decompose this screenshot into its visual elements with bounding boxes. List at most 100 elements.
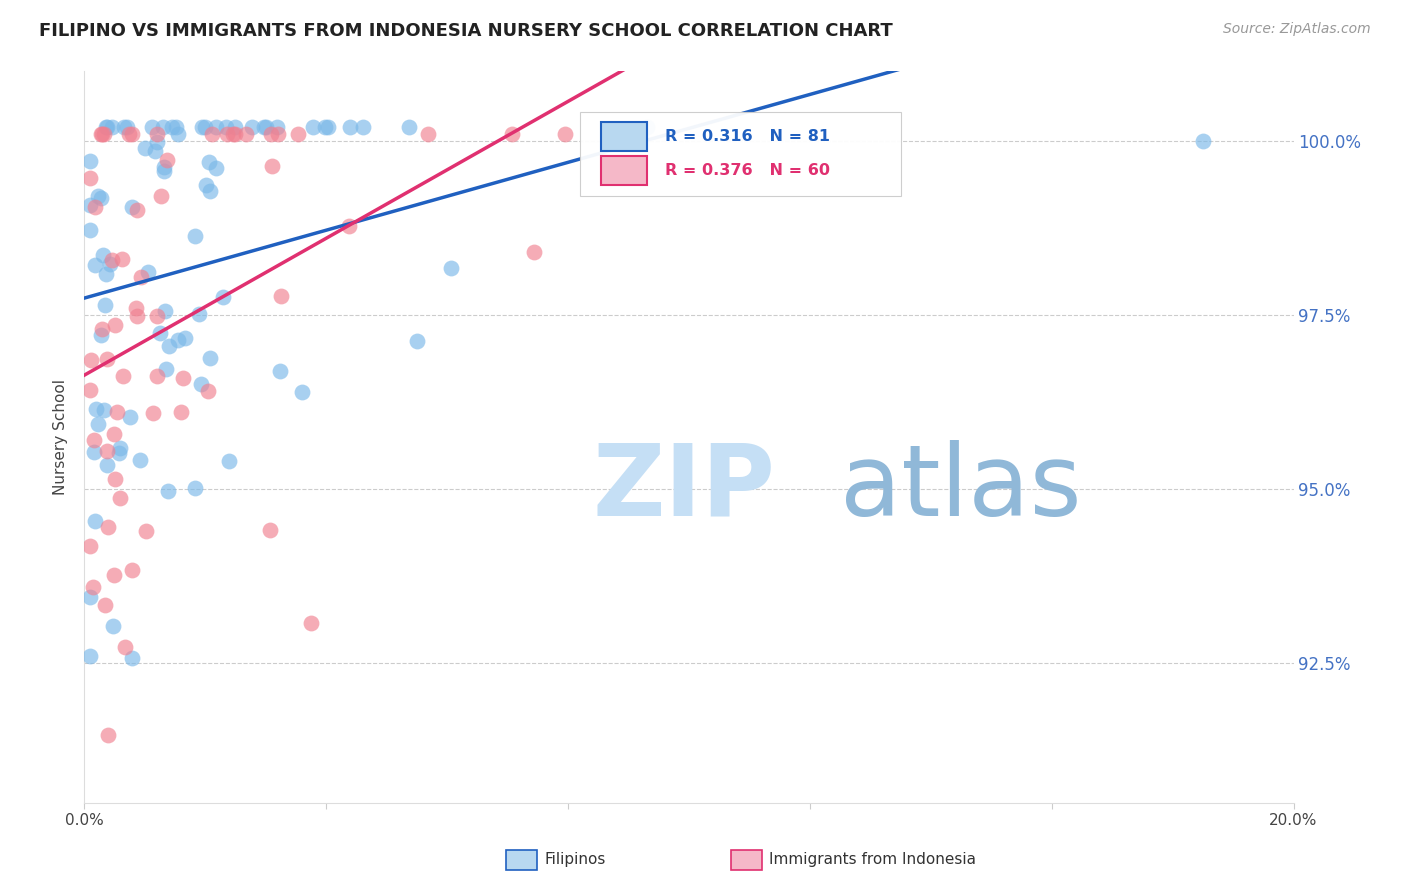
Point	[146, 127, 169, 141]
Point	[98, 258, 121, 272]
Point	[91, 127, 114, 141]
Point	[267, 127, 290, 141]
Point	[153, 160, 176, 174]
Point	[194, 178, 217, 193]
Point	[194, 120, 217, 134]
Point	[79, 590, 101, 604]
Point	[205, 120, 228, 134]
Point	[89, 327, 111, 342]
Point	[197, 384, 219, 398]
Point	[636, 120, 658, 134]
Point	[259, 523, 281, 537]
Point	[190, 376, 212, 391]
Point	[84, 402, 107, 417]
Point	[405, 334, 427, 349]
Point	[201, 127, 224, 141]
Point	[253, 120, 276, 134]
Point	[84, 200, 107, 214]
Point	[266, 120, 288, 134]
Point	[167, 127, 190, 141]
Point	[287, 127, 309, 141]
Point	[79, 223, 101, 237]
Point	[1192, 134, 1215, 148]
Point	[91, 247, 114, 261]
Point	[205, 161, 228, 175]
Point	[97, 519, 120, 533]
Point	[108, 491, 131, 505]
Point	[79, 383, 101, 397]
Point	[87, 189, 110, 203]
Point	[135, 524, 157, 538]
FancyBboxPatch shape	[600, 156, 647, 186]
Point	[165, 120, 187, 134]
Point	[94, 598, 117, 612]
Point	[87, 417, 110, 431]
Point	[93, 402, 115, 417]
Y-axis label: Nursery School: Nursery School	[53, 379, 69, 495]
Point	[124, 301, 146, 316]
Point	[101, 619, 124, 633]
Point	[153, 303, 176, 318]
Point	[79, 539, 101, 553]
Point	[162, 120, 184, 134]
Point	[316, 120, 339, 134]
Point	[121, 200, 143, 214]
Point	[146, 369, 169, 384]
Point	[157, 339, 180, 353]
Point	[114, 640, 136, 654]
Point	[183, 481, 205, 495]
Point	[170, 405, 193, 419]
Point	[121, 127, 143, 141]
Text: Immigrants from Indonesia: Immigrants from Indonesia	[769, 853, 976, 867]
Point	[302, 120, 325, 134]
FancyBboxPatch shape	[600, 122, 647, 152]
Point	[146, 135, 169, 149]
Point	[79, 198, 101, 212]
Point	[90, 321, 112, 335]
Point	[112, 120, 135, 134]
Text: Filipinos: Filipinos	[544, 853, 606, 867]
Point	[121, 563, 143, 577]
Point	[254, 120, 277, 134]
Point	[111, 369, 134, 384]
Point	[96, 352, 118, 367]
Point	[235, 127, 257, 141]
Point	[83, 434, 105, 448]
Point	[352, 120, 374, 134]
Point	[79, 648, 101, 663]
Point	[103, 426, 125, 441]
Point	[121, 650, 143, 665]
Text: R = 0.376   N = 60: R = 0.376 N = 60	[665, 163, 830, 178]
Point	[79, 153, 101, 168]
Point	[104, 472, 127, 486]
FancyBboxPatch shape	[581, 112, 901, 195]
Point	[103, 318, 125, 333]
Text: Source: ZipAtlas.com: Source: ZipAtlas.com	[1223, 22, 1371, 37]
Point	[89, 191, 111, 205]
Point	[96, 458, 118, 473]
Point	[174, 331, 197, 345]
Text: atlas: atlas	[841, 440, 1081, 537]
Text: R = 0.316   N = 81: R = 0.316 N = 81	[665, 129, 830, 145]
Point	[96, 443, 118, 458]
Point	[125, 309, 148, 323]
Point	[143, 144, 166, 158]
Point	[184, 229, 207, 244]
Point	[314, 120, 336, 134]
Point	[440, 260, 463, 275]
Point	[337, 219, 360, 233]
Point	[101, 252, 124, 267]
Point	[149, 326, 172, 340]
Point	[129, 452, 152, 467]
Point	[398, 120, 420, 134]
Point	[152, 164, 174, 178]
Point	[156, 153, 179, 167]
Point	[90, 127, 112, 141]
Point	[84, 258, 107, 272]
Point	[270, 288, 292, 302]
Text: FILIPINO VS IMMIGRANTS FROM INDONESIA NURSERY SCHOOL CORRELATION CHART: FILIPINO VS IMMIGRANTS FROM INDONESIA NU…	[39, 22, 893, 40]
Point	[198, 185, 221, 199]
Point	[222, 127, 245, 141]
Point	[224, 120, 246, 134]
Point	[172, 370, 194, 384]
